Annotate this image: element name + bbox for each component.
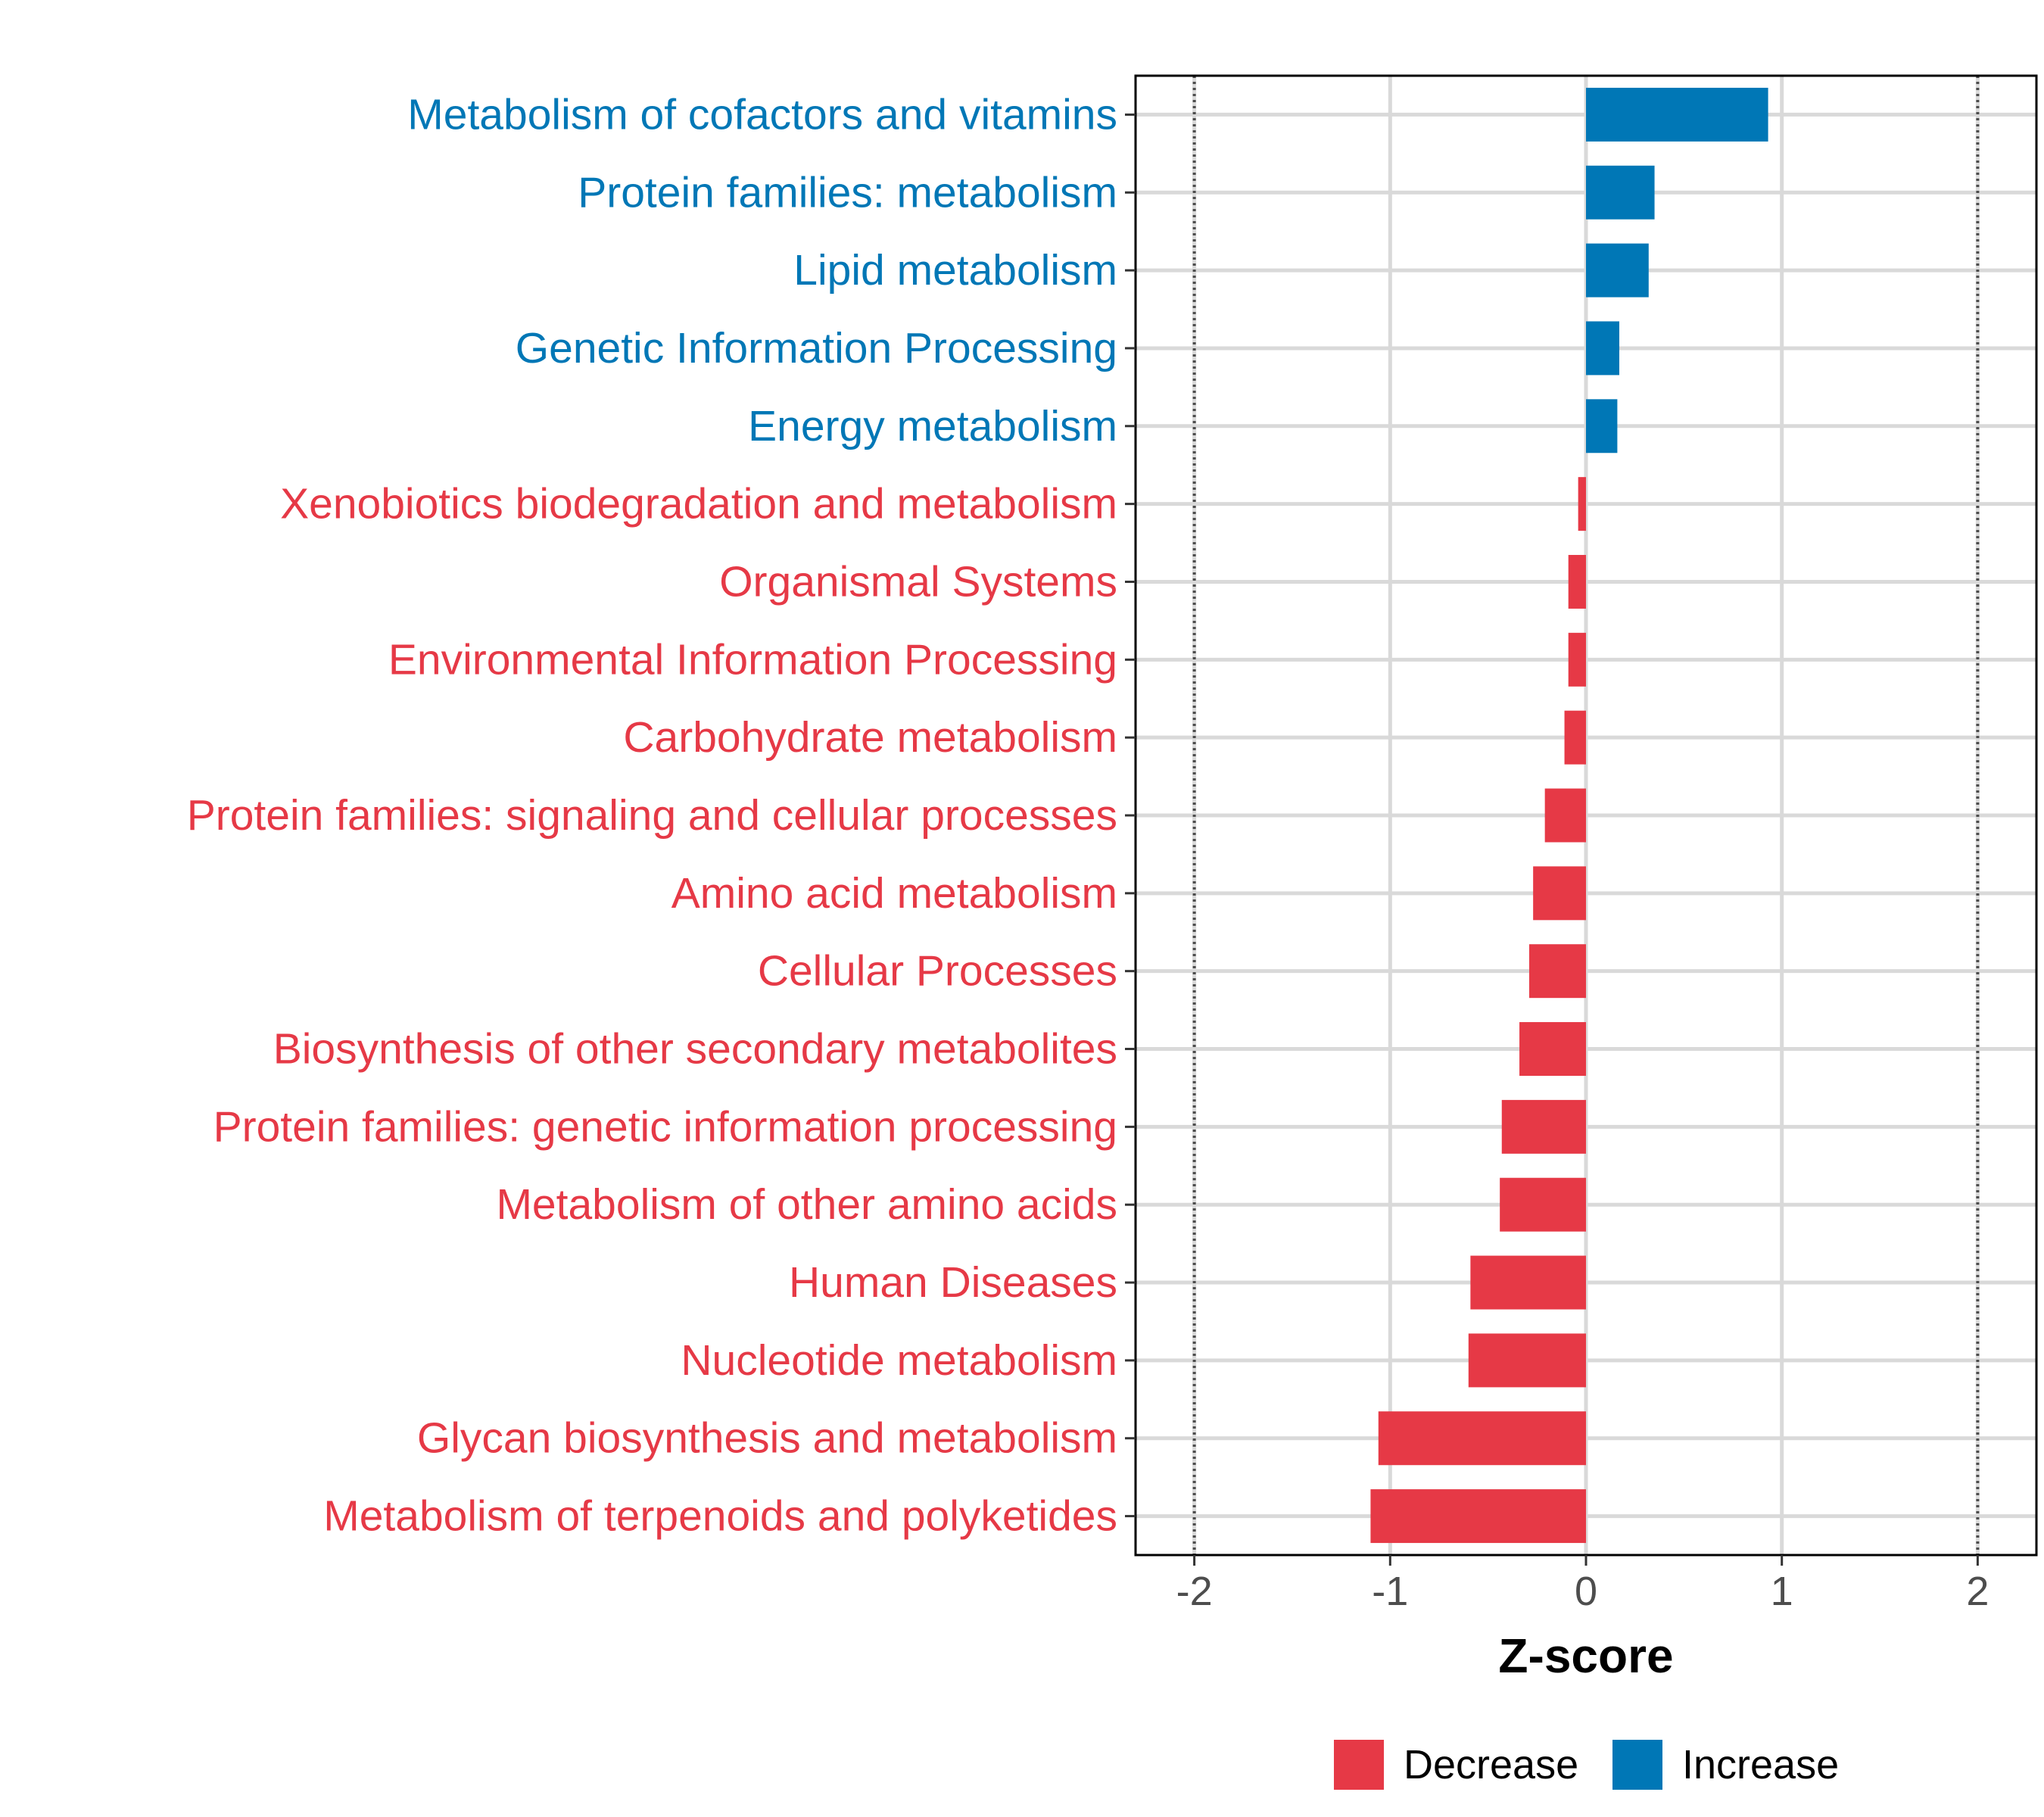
x-tick-label: -2 <box>1176 1569 1213 1614</box>
category-label-amino-acid-metabolism: Amino acid metabolism <box>671 869 1117 918</box>
category-label-protein-families-genetic-information-processing: Protein families: genetic information pr… <box>213 1102 1117 1151</box>
bar-protein-families-genetic-information-processing <box>1501 1099 1586 1154</box>
legend-swatch-decrease <box>1334 1740 1384 1790</box>
bar-environmental-information-processing <box>1568 632 1586 687</box>
category-label-biosynthesis-of-other-secondary-metabolites: Biosynthesis of other secondary metaboli… <box>273 1025 1117 1074</box>
bar-protein-families-signaling-and-cellular-processes <box>1544 788 1586 843</box>
bar-nucleotide-metabolism <box>1468 1333 1586 1388</box>
category-label-xenobiotics-biodegradation-and-metabolism: Xenobiotics biodegradation and metabolis… <box>280 480 1117 528</box>
reference-lines <box>1192 76 1980 1555</box>
category-label-protein-families-signaling-and-cellular-processes: Protein families: signaling and cellular… <box>187 791 1117 840</box>
bars <box>1370 87 1768 1544</box>
y-axis-ticks <box>1125 113 1136 1518</box>
category-label-energy-metabolism: Energy metabolism <box>748 402 1117 450</box>
bar-glycan-biosynthesis-and-metabolism <box>1378 1411 1586 1466</box>
bar-xenobiotics-biodegradation-and-metabolism <box>1578 477 1586 531</box>
category-label-lipid-metabolism: Lipid metabolism <box>793 246 1117 295</box>
x-tick-label: -1 <box>1372 1569 1408 1614</box>
bar-metabolism-of-other-amino-acids <box>1500 1177 1586 1232</box>
x-tick-label: 2 <box>1966 1569 1989 1614</box>
bar-organismal-systems <box>1568 554 1586 609</box>
x-tick-label: 0 <box>1575 1569 1597 1614</box>
bar-genetic-information-processing <box>1586 321 1619 376</box>
category-label-genetic-information-processing: Genetic Information Processing <box>516 324 1117 372</box>
legend-label-increase: Increase <box>1682 1742 1839 1787</box>
bar-protein-families-metabolism <box>1586 165 1655 220</box>
category-label-carbohydrate-metabolism: Carbohydrate metabolism <box>623 713 1117 762</box>
category-label-nucleotide-metabolism: Nucleotide metabolism <box>681 1336 1117 1385</box>
bar-energy-metabolism <box>1586 399 1618 453</box>
bar-cellular-processes <box>1528 944 1586 999</box>
x-tick-label: 1 <box>1771 1569 1793 1614</box>
category-label-human-diseases: Human Diseases <box>789 1258 1117 1307</box>
bar-lipid-metabolism <box>1586 243 1649 298</box>
category-label-organismal-systems: Organismal Systems <box>719 557 1117 606</box>
bar-amino-acid-metabolism <box>1533 866 1586 921</box>
x-axis-title: Z-score <box>1498 1628 1673 1683</box>
category-label-cellular-processes: Cellular Processes <box>758 947 1117 996</box>
legend-label-decrease: Decrease <box>1404 1742 1578 1787</box>
category-label-protein-families-metabolism: Protein families: metabolism <box>578 168 1117 217</box>
bar-metabolism-of-terpenoids-and-polyketides <box>1370 1489 1586 1544</box>
category-labels: Metabolism of cofactors and vitamins Prot… <box>187 90 1117 1540</box>
legend-swatch-increase <box>1612 1740 1662 1790</box>
bar-biosynthesis-of-other-secondary-metabolites <box>1519 1022 1586 1077</box>
legend: Decrease Increase <box>1334 1740 1839 1790</box>
bar-human-diseases <box>1470 1255 1586 1310</box>
bar-carbohydrate-metabolism <box>1564 710 1586 765</box>
category-label-metabolism-of-other-amino-acids: Metabolism of other amino acids <box>496 1180 1117 1229</box>
category-label-environmental-information-processing: Environmental Information Processing <box>388 635 1117 684</box>
category-label-metabolism-of-terpenoids-and-polyketides: Metabolism of terpenoids and polyketides <box>323 1492 1117 1541</box>
bar-metabolism-of-cofactors-and-vitamins <box>1586 87 1768 142</box>
category-label-metabolism-of-cofactors-and-vitamins: Metabolism of cofactors and vitamins <box>407 90 1117 139</box>
x-axis-ticks: -2 -1 0 1 2 <box>1176 1555 1989 1614</box>
category-label-glycan-biosynthesis-and-metabolism: Glycan biosynthesis and metabolism <box>417 1414 1117 1463</box>
